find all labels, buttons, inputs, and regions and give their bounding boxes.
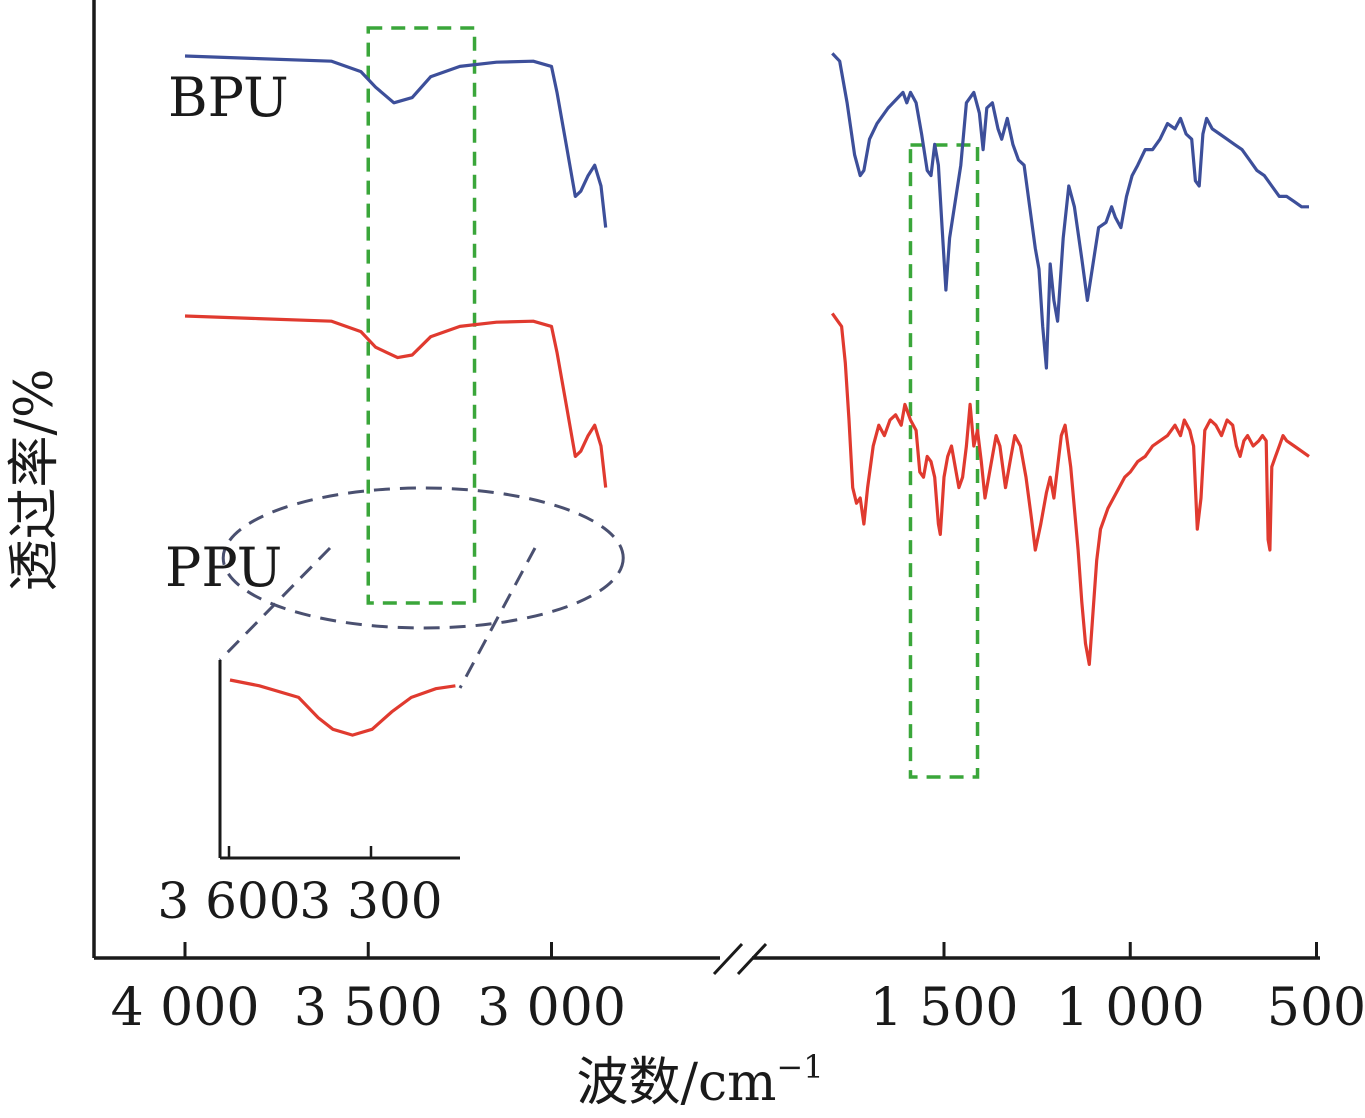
axes-layer: 4 000 3 500 3 000 1 500 1 000 500 bbox=[92, 0, 1365, 1038]
inset-tick-label: 3 300 bbox=[299, 872, 442, 930]
series-label-bpu: BPU bbox=[168, 66, 289, 129]
x-axis-title: 波数/cm−1 bbox=[576, 1048, 823, 1113]
x-tick-label: 3 500 bbox=[294, 978, 443, 1038]
zoom-ellipse bbox=[221, 486, 625, 630]
series-line-bpu bbox=[184, 54, 608, 228]
series-layer bbox=[184, 52, 1310, 666]
series-line-ppu bbox=[184, 314, 608, 488]
x-tick-label: 500 bbox=[1267, 978, 1365, 1038]
x-tick-label: 4 000 bbox=[111, 978, 260, 1038]
highlight-box bbox=[908, 143, 980, 779]
axis-break-mark bbox=[712, 942, 744, 976]
inset-curve bbox=[229, 678, 456, 737]
axis-break-mark bbox=[736, 942, 768, 976]
series-line-ppu bbox=[830, 312, 1310, 666]
x-tick-label: 1 500 bbox=[870, 978, 1019, 1038]
series-label-ppu: PPU bbox=[165, 536, 282, 599]
y-axis-title: 透过率/% bbox=[5, 369, 65, 592]
x-tick-label: 1 000 bbox=[1056, 978, 1205, 1038]
x-tick-label: 3 000 bbox=[477, 978, 626, 1038]
zoom-connector-left bbox=[218, 546, 332, 662]
highlight-layer bbox=[366, 26, 980, 779]
zoom-connector-right bbox=[458, 547, 537, 689]
highlight-box bbox=[366, 26, 477, 605]
inset-tick-label: 3 600 bbox=[157, 872, 300, 930]
labels-layer: BPU PPU 波数/cm−1 透过率/% bbox=[5, 66, 824, 1113]
x-axis-title-superscript: −1 bbox=[776, 1048, 823, 1086]
series-line-bpu bbox=[831, 52, 1309, 370]
